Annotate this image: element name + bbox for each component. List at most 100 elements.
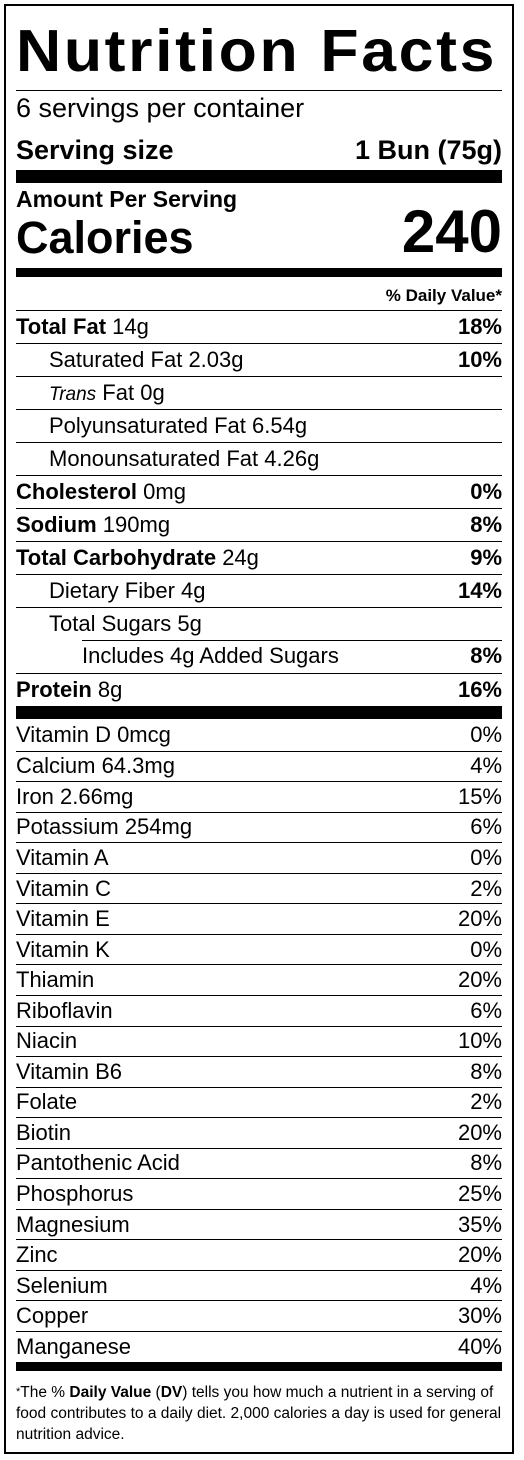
- nutrient-name: Dietary Fiber 4g: [49, 578, 206, 604]
- nutrient-row: Total Sugars 5g: [16, 607, 502, 639]
- nutrient-label: Includes 4g Added Sugars: [82, 643, 339, 668]
- nutrient-row: Cholesterol 0mg 0%: [16, 475, 502, 507]
- vitamin-mineral-row: Zinc 20%: [16, 1239, 502, 1270]
- vitamin-mineral-name: Vitamin E: [16, 906, 110, 932]
- serving-size-value: 1 Bun (75g): [354, 134, 502, 165]
- vitamin-mineral-name: Vitamin K: [16, 936, 110, 962]
- amount-per-serving: Amount Per Serving: [16, 186, 238, 212]
- vitamin-mineral-row: Folate 2%: [16, 1086, 502, 1118]
- nutrient-daily-value: 8%: [470, 511, 502, 537]
- vitamin-mineral-name: Biotin: [16, 1119, 72, 1145]
- calories-value: 240: [401, 198, 502, 265]
- calories-label: Calories: [16, 212, 194, 263]
- vitamin-mineral-name: Phosphorus: [16, 1181, 134, 1206]
- vitamin-mineral-daily-value: 6%: [470, 997, 502, 1023]
- vitamin-mineral-row: Thiamin 20%: [16, 964, 502, 995]
- vitamin-mineral-row: Vitamin E 20%: [16, 903, 502, 934]
- nutrient-amount: 190mg: [102, 511, 171, 537]
- vitamin-mineral-daily-value: 8%: [470, 1150, 502, 1176]
- vitamin-mineral-row: Potassium 254mg 6%: [16, 811, 502, 843]
- nutrient-amount: 4.26g: [264, 445, 320, 471]
- vitamin-mineral-daily-value: 8%: [470, 1058, 502, 1084]
- nutrient-amount: 0mg: [143, 478, 186, 504]
- divider: [16, 90, 502, 91]
- nutrient-label: Total Fat: [16, 313, 107, 339]
- nutrient-daily-value: 9%: [470, 544, 502, 570]
- vitamin-mineral-name: Vitamin C: [16, 875, 111, 901]
- vitamin-mineral-name: Manganese: [16, 1333, 131, 1359]
- nutrient-label: Total Carbohydrate: [16, 544, 217, 570]
- vitamin-mineral-row: Manganese 40%: [16, 1331, 502, 1362]
- nutrient-label: Saturated Fat: [49, 346, 183, 372]
- nutrient-row: Includes 4g Added Sugars 8%: [16, 640, 502, 672]
- nutrient-row: Saturated Fat 2.03g 10%: [16, 343, 502, 375]
- nutrient-daily-value: 14%: [457, 577, 502, 603]
- label-title: Nutrition Facts: [16, 18, 498, 84]
- vitamin-mineral-row: Phosphorus 25%: [16, 1178, 502, 1209]
- thick-divider: [16, 170, 502, 183]
- vitamin-mineral-daily-value: 4%: [470, 753, 502, 779]
- vitamin-mineral-row: Vitamin C 2%: [16, 872, 502, 904]
- calories-row: Calories 240: [16, 198, 502, 265]
- nutrient-amount: 14g: [112, 313, 149, 339]
- servings-per-container: 6 servings per container: [16, 93, 305, 123]
- vitamin-mineral-name: Vitamin B6: [16, 1058, 122, 1084]
- nutrient-row: Dietary Fiber 4g 14%: [16, 574, 502, 606]
- vitamin-mineral-name: Calcium 64.3mg: [16, 753, 175, 779]
- nutrient-label: Trans: [49, 383, 97, 405]
- vitamin-mineral-name: Pantothenic Acid: [16, 1150, 180, 1176]
- nutrient-name: Includes 4g Added Sugars: [82, 643, 339, 669]
- serving-size-row: Serving size 1 Bun (75g): [16, 132, 502, 168]
- medium-divider: [16, 1362, 502, 1371]
- daily-value-header: % Daily Value*: [385, 286, 502, 305]
- nutrient-amount: 4g: [181, 577, 206, 603]
- nutrient-label: Sodium: [16, 511, 97, 537]
- vitamin-mineral-row: Copper 30%: [16, 1300, 502, 1331]
- nutrient-amount: 5g: [177, 610, 202, 636]
- vitamin-mineral-row: Magnesium 35%: [16, 1208, 502, 1240]
- medium-divider: [16, 268, 502, 277]
- nutrient-daily-value: 0%: [470, 478, 502, 504]
- vitamin-mineral-daily-value: 2%: [470, 1089, 502, 1115]
- nutrient-row: Monounsaturated Fat 4.26g: [16, 442, 502, 474]
- vitamin-mineral-row: Vitamin D 0mcg 0%: [16, 720, 502, 751]
- nutrient-label: Cholesterol: [16, 478, 138, 504]
- nutrient-name: Polyunsaturated Fat 6.54g: [49, 413, 307, 439]
- nutrient-row: Total Fat 14g 18%: [16, 310, 502, 342]
- vitamin-mineral-name: Vitamin A: [16, 844, 109, 870]
- vitamin-mineral-daily-value: 40%: [457, 1333, 502, 1359]
- nutrient-label: Monounsaturated Fat: [49, 445, 259, 471]
- footnote-asterisk: *: [16, 1386, 21, 1398]
- vitamin-mineral-name: Copper: [16, 1303, 89, 1329]
- vitamin-mineral-name: Thiamin: [16, 967, 95, 993]
- thick-divider: [16, 706, 502, 719]
- nutrient-name: Trans Fat 0g: [49, 380, 165, 406]
- vitamin-mineral-daily-value: 20%: [457, 906, 502, 932]
- nutrient-row: Trans Fat 0g: [16, 376, 502, 408]
- vitamin-mineral-row: Vitamin A 0%: [16, 842, 502, 873]
- vitamin-mineral-row: Pantothenic Acid 8%: [16, 1147, 502, 1179]
- vitamin-mineral-daily-value: 20%: [457, 967, 502, 993]
- vitamin-mineral-daily-value: 25%: [457, 1181, 502, 1206]
- nutrient-row: Total Carbohydrate 24g 9%: [16, 541, 502, 573]
- nutrient-amount: 8g: [97, 676, 123, 702]
- label-content: Nutrition Facts 6 servings per container…: [16, 6, 502, 1452]
- vitamin-mineral-row: Vitamin K 0%: [16, 933, 502, 965]
- vitamin-mineral-daily-value: 20%: [457, 1119, 502, 1145]
- nutrient-daily-value: 16%: [457, 676, 502, 702]
- nutrient-name: Total Fat 14g: [16, 314, 149, 340]
- nutrient-name: Total Sugars 5g: [49, 611, 202, 637]
- nutrient-name: Saturated Fat 2.03g: [49, 347, 244, 373]
- nutrient-daily-value: 10%: [457, 346, 502, 372]
- nutrient-label: Protein: [16, 676, 92, 702]
- nutrient-amount: 6.54g: [252, 412, 308, 438]
- nutrient-name: Monounsaturated Fat 4.26g: [49, 446, 319, 472]
- vitamin-mineral-name: Potassium 254mg: [16, 814, 193, 840]
- vitamin-mineral-daily-value: 35%: [457, 1211, 502, 1237]
- vitamin-mineral-name: Zinc: [16, 1242, 58, 1268]
- nutrient-name: Sodium 190mg: [16, 512, 170, 538]
- added-sugars-divider: [82, 640, 502, 641]
- vitamin-mineral-name: Iron 2.66mg: [16, 783, 134, 809]
- vitamin-mineral-row: Selenium 4%: [16, 1269, 502, 1301]
- nutrient-amount: 2.03g: [188, 346, 244, 372]
